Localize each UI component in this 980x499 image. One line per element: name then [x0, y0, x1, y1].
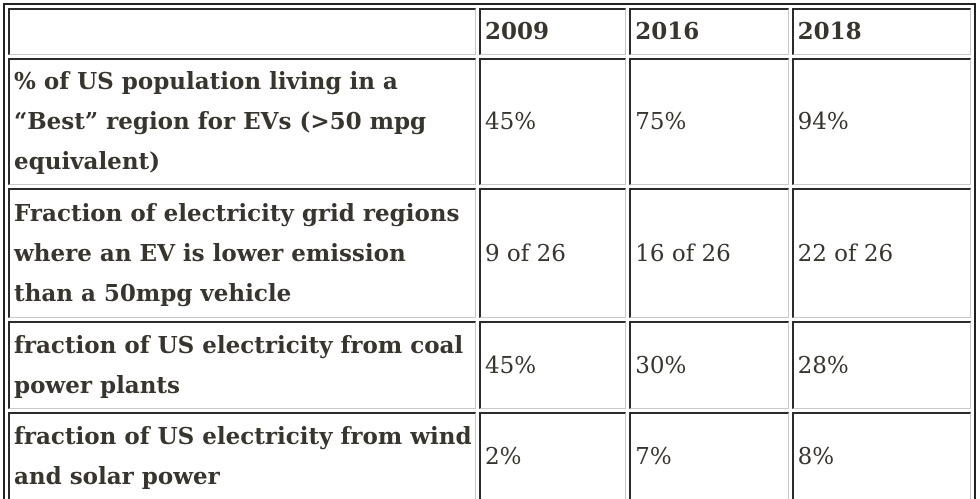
row-label: fraction of US electricity from wind and… — [8, 412, 476, 499]
value-cell: 45% — [478, 58, 627, 185]
table-row: % of US population living in a “Best” re… — [8, 58, 971, 185]
value-cell: 16 of 26 — [629, 188, 789, 318]
value-cell: 28% — [791, 321, 971, 409]
value-cell: 9 of 26 — [478, 188, 627, 318]
row-label: Fraction of electricity grid regions whe… — [8, 188, 476, 318]
year-column-header-2009: 2009 — [478, 8, 627, 55]
value-cell: 7% — [629, 412, 789, 499]
table-row: fraction of US electricity from coal pow… — [8, 321, 971, 409]
table-row: fraction of US electricity from wind and… — [8, 412, 971, 499]
table-row: Fraction of electricity grid regions whe… — [8, 188, 971, 318]
value-cell: 30% — [629, 321, 789, 409]
value-cell: 8% — [791, 412, 971, 499]
value-cell: 2% — [478, 412, 627, 499]
row-label: % of US population living in a “Best” re… — [8, 58, 476, 185]
value-cell: 45% — [478, 321, 627, 409]
row-label: fraction of US electricity from coal pow… — [8, 321, 476, 409]
value-cell: 94% — [791, 58, 971, 185]
value-cell: 75% — [629, 58, 789, 185]
ev-electricity-stats-table: 2009 2016 2018 % of US population living… — [3, 3, 976, 499]
year-column-header-2016: 2016 — [629, 8, 789, 55]
value-cell: 22 of 26 — [791, 188, 971, 318]
year-column-header-2018: 2018 — [791, 8, 971, 55]
header-row: 2009 2016 2018 — [8, 8, 971, 55]
empty-corner-header — [8, 8, 476, 55]
